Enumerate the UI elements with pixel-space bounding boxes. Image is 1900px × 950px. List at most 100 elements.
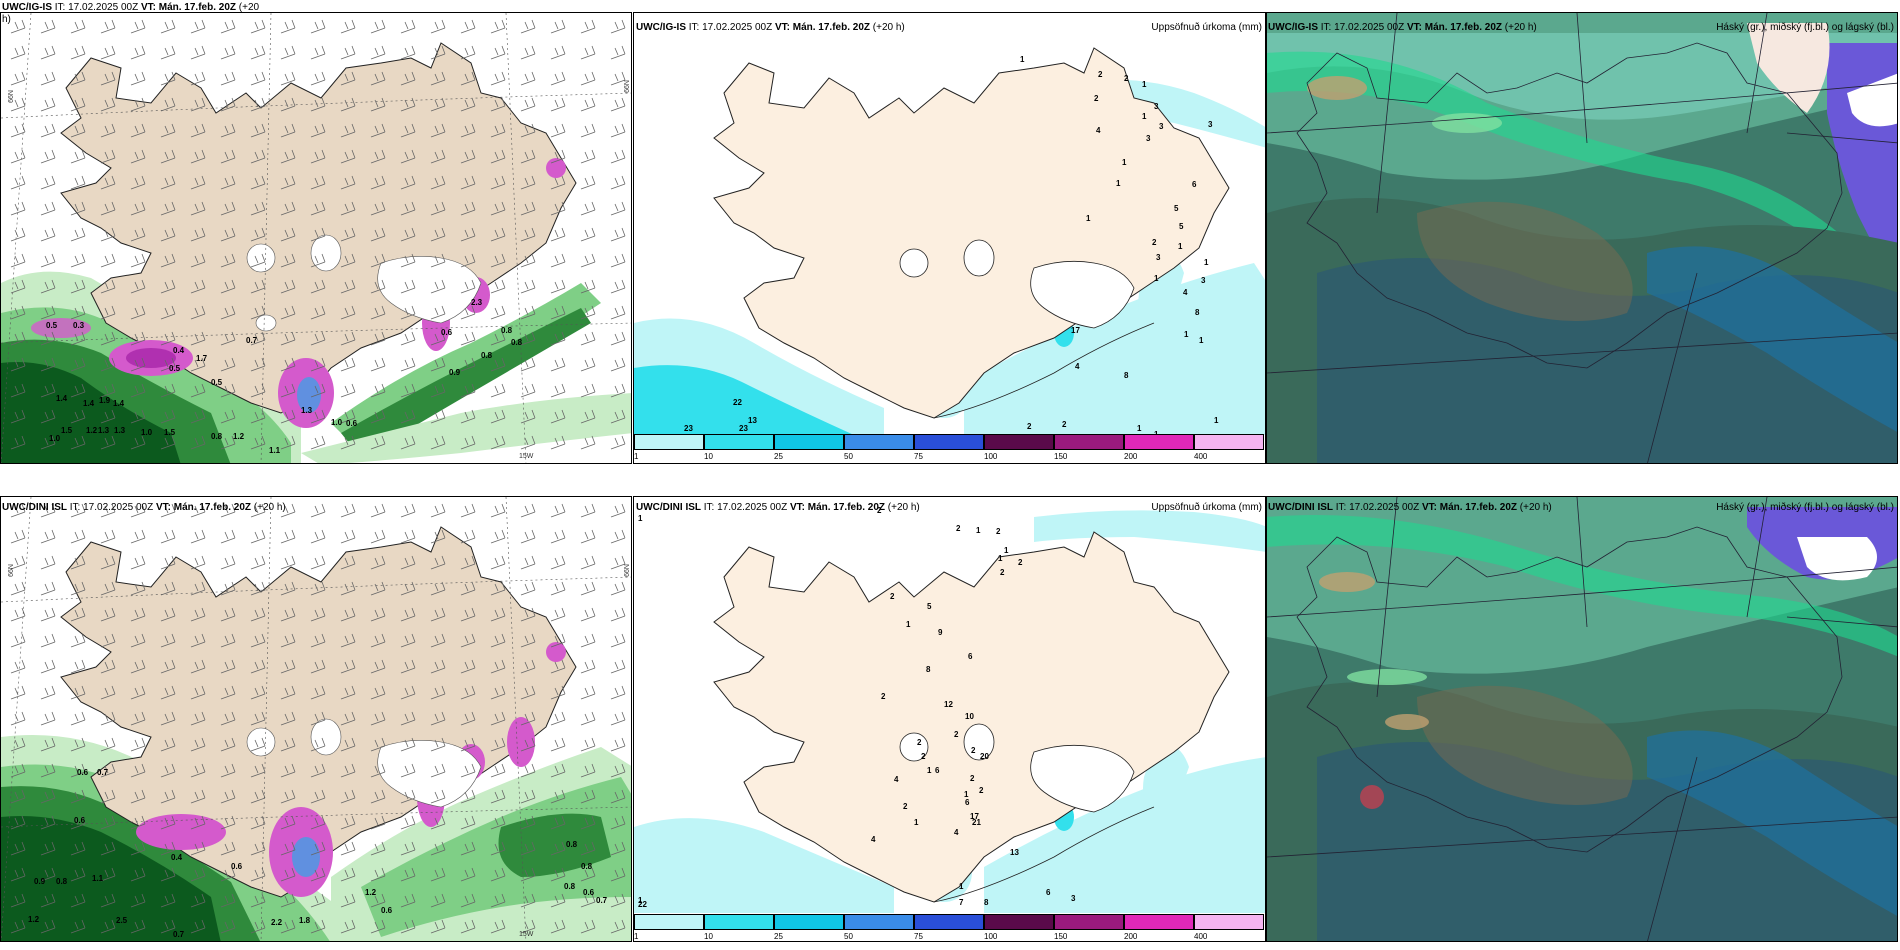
wind-barb-icon <box>400 919 416 934</box>
wind-barb-icon <box>70 45 86 60</box>
value-label: 0.6 <box>441 328 453 337</box>
wind-barb-icon <box>520 737 536 752</box>
wind-barb-icon <box>220 503 236 518</box>
wind-barb-icon <box>550 435 566 450</box>
value-label: 0.9 <box>34 877 46 886</box>
wind-barb-icon <box>220 409 236 424</box>
panel-subtitle-bottom-middle: Uppsöfnuð úrkoma (mm) <box>1151 502 1262 513</box>
wind-barb-icon <box>460 555 476 570</box>
wind-barb-icon <box>280 893 296 908</box>
value-label: 1 <box>1199 336 1204 345</box>
wind-barb-icon <box>370 919 386 934</box>
wind-barb-icon <box>280 581 296 596</box>
wind-barb-icon <box>580 763 596 778</box>
wind-barb-icon <box>100 633 116 648</box>
wind-barb-icon <box>280 331 296 346</box>
wind-barb-icon <box>520 815 536 830</box>
wind-barb-icon <box>250 253 266 268</box>
wind-barb-icon <box>220 71 236 86</box>
wind-barb-icon <box>550 763 566 778</box>
tick: 25 <box>774 932 783 941</box>
wind-barb-icon <box>160 71 176 86</box>
wind-precip-map-svg: 0.70.60.60.40.9 0.8 1.11.2 2.50.72.2 1.81.20… <box>1 497 631 941</box>
wind-barb-icon <box>340 633 356 648</box>
wind-barb-icon <box>130 175 146 190</box>
wind-barb-icon <box>40 607 56 622</box>
wind-barb-icon <box>100 279 116 294</box>
wind-barb-icon <box>520 555 536 570</box>
wind-barb-icon <box>430 503 446 518</box>
wind-barb-icon <box>250 815 266 830</box>
wind-barb-icon <box>160 659 176 674</box>
wind-barb-icon <box>100 45 116 60</box>
wind-barb-icon <box>520 685 536 700</box>
it-label: IT: <box>703 502 715 513</box>
colorbar-cell <box>1124 914 1194 930</box>
wind-barb-icon <box>10 685 26 700</box>
wind-barb-icon <box>610 227 626 242</box>
wind-barb-icon <box>400 815 416 830</box>
value-label: 0.5 <box>211 378 223 387</box>
wind-barb-icon <box>10 763 26 778</box>
wind-barb-icon <box>70 815 86 830</box>
wind-barb-icon <box>610 279 626 294</box>
wind-barb-icon <box>460 581 476 596</box>
wind-barb-icon <box>280 45 296 60</box>
wind-barb-icon <box>220 919 236 934</box>
wind-barb-icon <box>490 529 506 544</box>
wind-barb-icon <box>10 841 26 856</box>
wind-barb-icon <box>10 633 26 648</box>
value-label: 6 <box>1046 888 1051 897</box>
wind-barb-icon <box>400 867 416 882</box>
wind-barb-icon <box>190 305 206 320</box>
wind-barb-icon <box>160 581 176 596</box>
wind-barb-icon <box>610 357 626 372</box>
wind-barb-icon <box>10 503 26 518</box>
wind-barb-icon <box>250 659 266 674</box>
wind-barb-icon <box>190 201 206 216</box>
wind-barb-icon <box>370 357 386 372</box>
wind-barb-icon <box>190 175 206 190</box>
wind-barb-icon <box>520 71 536 86</box>
wind-barb-icon <box>70 841 86 856</box>
wind-barb-icon <box>280 607 296 622</box>
wind-barb-icon <box>100 789 116 804</box>
colorbar-cell <box>1194 434 1264 450</box>
wind-barb-icon <box>520 435 536 450</box>
wind-barb-icon <box>130 19 146 34</box>
tick: 400 <box>1194 932 1208 941</box>
wind-barb-icon <box>130 149 146 164</box>
wind-barb-icon <box>340 71 356 86</box>
wind-barb-icon <box>250 357 266 372</box>
wind-barb-icon <box>280 815 296 830</box>
colorbar-cell <box>1054 434 1124 450</box>
wind-barb-icon <box>130 123 146 138</box>
wind-barb-icon <box>130 581 146 596</box>
wind-barb-icon <box>340 555 356 570</box>
value-label: 3 <box>1156 253 1161 262</box>
value-label: 1 <box>1184 330 1189 339</box>
wind-barb-icon <box>250 175 266 190</box>
wind-barb-icon <box>400 97 416 112</box>
wind-barb-icon <box>250 685 266 700</box>
wind-barb-icon <box>10 45 26 60</box>
value-label: 0.6 <box>231 862 243 871</box>
value-label: 2 <box>881 692 886 701</box>
value-label: 1.7 <box>196 354 208 363</box>
wind-barb-icon <box>70 893 86 908</box>
it-label: IT: <box>69 502 81 513</box>
colorbar-cell <box>704 914 774 930</box>
wind-barb-icon <box>40 71 56 86</box>
wind-barb-icon <box>100 815 116 830</box>
wind-barb-icon <box>40 175 56 190</box>
wind-barb-icon <box>430 893 446 908</box>
wind-barb-icon <box>430 331 446 346</box>
value-label: 3 <box>1071 894 1076 903</box>
wind-barb-icon <box>130 685 146 700</box>
wind-barb-icon <box>40 633 56 648</box>
valid-time: Mán. 17.feb. 20Z <box>1424 22 1502 33</box>
value-label: 6 <box>1192 180 1197 189</box>
wind-barb-icon <box>370 893 386 908</box>
wind-barb-icon <box>10 815 26 830</box>
